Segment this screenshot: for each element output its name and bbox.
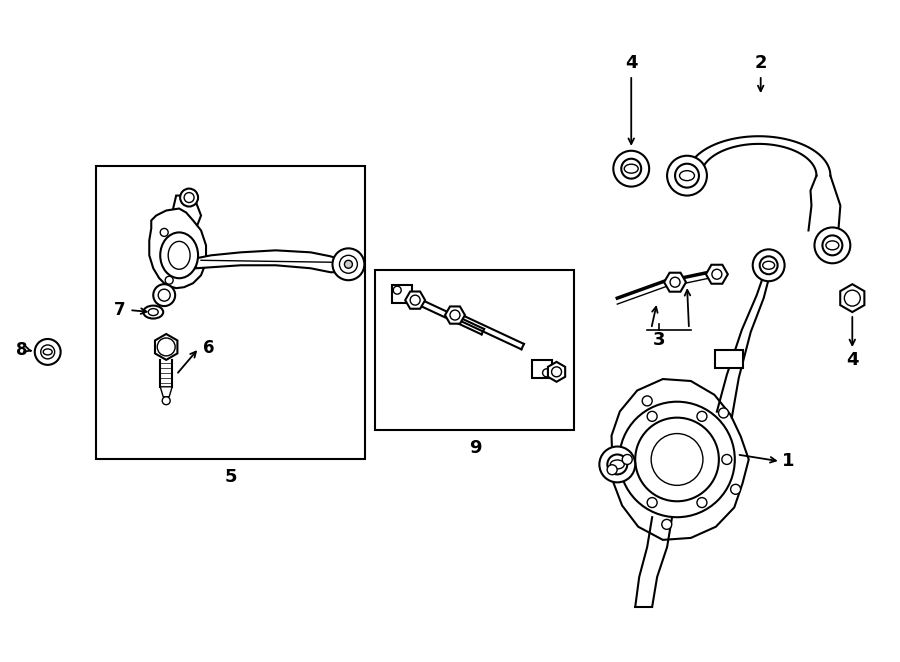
Ellipse shape [148, 308, 158, 316]
Circle shape [613, 151, 649, 187]
Bar [715, 350, 742, 368]
Circle shape [760, 256, 778, 274]
Circle shape [697, 411, 706, 421]
Text: 1: 1 [782, 452, 795, 471]
Bar [532, 360, 552, 378]
Circle shape [752, 250, 785, 281]
Circle shape [662, 520, 671, 530]
Circle shape [731, 485, 741, 495]
Circle shape [621, 159, 641, 179]
Bar [96, 166, 365, 459]
Circle shape [393, 286, 401, 294]
Circle shape [552, 367, 562, 377]
Text: 4: 4 [625, 54, 637, 72]
Ellipse shape [143, 306, 163, 318]
Circle shape [162, 397, 170, 404]
Circle shape [670, 277, 680, 287]
Ellipse shape [160, 232, 198, 278]
Ellipse shape [762, 261, 775, 269]
Ellipse shape [625, 164, 638, 173]
Circle shape [543, 369, 551, 377]
Ellipse shape [43, 349, 52, 355]
Circle shape [647, 411, 657, 421]
Text: 6: 6 [203, 339, 215, 357]
Bar [392, 285, 412, 303]
Circle shape [844, 290, 860, 306]
Circle shape [599, 446, 635, 483]
Polygon shape [173, 195, 201, 234]
Circle shape [718, 408, 728, 418]
Circle shape [647, 498, 657, 508]
Circle shape [180, 189, 198, 207]
Polygon shape [611, 379, 749, 540]
Circle shape [184, 193, 194, 203]
Polygon shape [196, 250, 343, 272]
Circle shape [158, 289, 170, 301]
Circle shape [675, 164, 699, 187]
Circle shape [35, 339, 60, 365]
Ellipse shape [610, 460, 625, 469]
Circle shape [722, 455, 732, 465]
Polygon shape [160, 387, 172, 397]
Circle shape [667, 156, 706, 195]
Circle shape [410, 295, 420, 305]
Text: 4: 4 [846, 351, 859, 369]
Text: 7: 7 [113, 301, 125, 319]
Circle shape [332, 248, 365, 280]
Circle shape [158, 338, 176, 356]
Circle shape [622, 455, 632, 465]
Circle shape [635, 418, 719, 501]
Circle shape [153, 284, 176, 306]
Circle shape [339, 256, 357, 273]
Circle shape [712, 269, 722, 279]
Polygon shape [149, 209, 206, 288]
Circle shape [450, 310, 460, 320]
Circle shape [652, 434, 703, 485]
Text: 8: 8 [16, 341, 28, 359]
Circle shape [160, 228, 168, 236]
Text: 5: 5 [225, 469, 238, 487]
Ellipse shape [826, 241, 839, 250]
Bar [375, 270, 574, 430]
Circle shape [697, 498, 706, 508]
Text: 3: 3 [652, 331, 665, 349]
Circle shape [608, 455, 627, 475]
Circle shape [823, 236, 842, 256]
Circle shape [814, 228, 850, 263]
Circle shape [608, 465, 617, 475]
Circle shape [345, 260, 353, 268]
Text: 9: 9 [469, 438, 482, 457]
Circle shape [643, 396, 652, 406]
Circle shape [619, 402, 734, 517]
Circle shape [40, 345, 55, 359]
Circle shape [166, 276, 173, 284]
Ellipse shape [680, 171, 695, 181]
Ellipse shape [168, 242, 190, 269]
Text: 2: 2 [754, 54, 767, 72]
